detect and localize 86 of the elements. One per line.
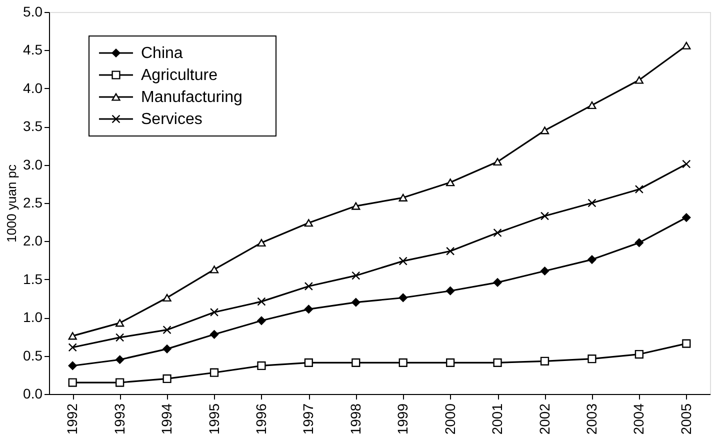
point [162, 326, 172, 334]
point [352, 271, 360, 280]
point [540, 266, 550, 276]
point [304, 358, 313, 367]
x-tick-label: 2005 [678, 403, 694, 435]
y-tick-label: 4.5 [23, 42, 43, 58]
point [257, 361, 266, 370]
y-tick-label: 0.0 [23, 386, 43, 402]
x-tick-label: 1994 [158, 403, 175, 435]
point [446, 358, 455, 367]
point [398, 256, 408, 266]
point [352, 298, 360, 307]
y-tick-label: 2.0 [23, 232, 43, 249]
point [446, 286, 455, 296]
x-tick-label: 2004 [630, 403, 647, 435]
point [588, 101, 596, 110]
point [446, 246, 455, 256]
point [634, 184, 644, 194]
point [162, 294, 172, 302]
x-tick-label: 1992 [64, 403, 80, 435]
point [634, 238, 644, 248]
point [162, 344, 172, 354]
point [68, 361, 77, 370]
y-tick-label: 1.5 [23, 270, 43, 287]
point [210, 308, 219, 317]
point [68, 378, 77, 387]
y-tick-label: 2.5 [23, 194, 43, 210]
point [682, 339, 691, 348]
point [304, 304, 313, 314]
point [304, 219, 313, 227]
y-tick-label: 1.0 [23, 309, 43, 326]
y-tick-label: 3.0 [23, 156, 43, 172]
point [68, 343, 77, 352]
x-tick-label: 2001 [489, 403, 506, 435]
point [210, 368, 219, 377]
point [257, 316, 266, 325]
point [540, 212, 550, 220]
point [682, 42, 691, 50]
legend-label: Manufacturing [141, 89, 242, 106]
legend-label: Services [141, 111, 202, 128]
point [116, 333, 124, 342]
y-tick-label: 4.0 [23, 80, 43, 96]
point [352, 358, 360, 367]
point [493, 228, 502, 238]
x-tick-label: 2003 [583, 403, 600, 435]
point [493, 278, 502, 287]
point [634, 350, 644, 359]
point [68, 332, 77, 340]
point [116, 355, 124, 364]
point [398, 194, 408, 202]
point [588, 354, 596, 364]
point [257, 297, 266, 306]
y-tick-label: 0.5 [23, 347, 43, 364]
point [304, 282, 313, 291]
point [398, 293, 408, 302]
legend-label: Agriculture [141, 67, 218, 84]
x-tick-label: 1996 [252, 403, 269, 435]
point [257, 238, 266, 247]
legend-label: China [141, 45, 183, 62]
point [116, 319, 124, 327]
x-tick-label: 2000 [442, 403, 458, 435]
point [540, 356, 550, 366]
point [588, 198, 596, 208]
point [162, 374, 172, 384]
point [682, 213, 691, 222]
point [682, 160, 691, 168]
point [493, 158, 502, 166]
x-tick-label: 1998 [347, 403, 364, 435]
point [540, 126, 550, 134]
point [493, 358, 502, 367]
x-tick-label: 1995 [206, 403, 222, 435]
point [446, 178, 455, 186]
y-tick-label: 5.0 [23, 4, 43, 20]
x-tick-label: 1999 [394, 403, 411, 435]
x-tick-label: 2002 [536, 403, 552, 435]
y-tick-label: 3.5 [23, 118, 43, 134]
x-tick-label: 1997 [300, 403, 316, 435]
x-tick-label: 1993 [111, 403, 128, 435]
point [352, 202, 360, 210]
point [634, 76, 644, 84]
point [398, 358, 408, 367]
point [116, 378, 124, 387]
point [210, 266, 219, 274]
y-axis-title: 1000 yuan pc [4, 164, 20, 243]
point [588, 255, 596, 264]
point [210, 330, 219, 339]
